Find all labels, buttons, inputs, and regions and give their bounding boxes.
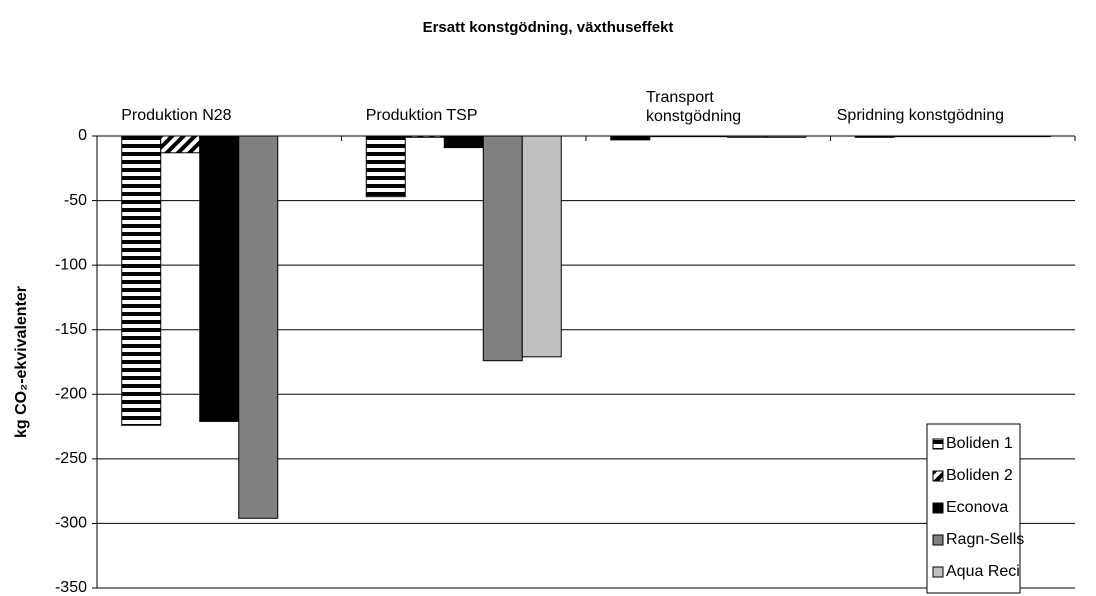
legend-label: Boliden 1 bbox=[946, 435, 1013, 452]
category-label: Transport konstgödning bbox=[646, 89, 742, 125]
legend-label: Boliden 2 bbox=[946, 467, 1013, 484]
legend-swatch bbox=[932, 502, 944, 514]
y-tick-label: -300 bbox=[55, 515, 87, 532]
bar bbox=[199, 135, 240, 422]
category-label: Produktion TSP bbox=[365, 107, 478, 124]
legend-swatch bbox=[932, 438, 944, 450]
y-tick-label: -100 bbox=[55, 256, 87, 273]
bar bbox=[238, 135, 279, 519]
bar bbox=[482, 135, 523, 362]
y-axis-label: kg CO₂-ekvivalenter bbox=[13, 286, 30, 438]
legend-swatch bbox=[932, 566, 944, 578]
y-tick-label: -50 bbox=[64, 192, 87, 209]
legend-label: Econova bbox=[946, 499, 1008, 516]
y-tick-label: -350 bbox=[55, 579, 87, 596]
y-tick-label: -150 bbox=[55, 321, 87, 338]
bar bbox=[160, 135, 201, 154]
bar bbox=[365, 135, 406, 198]
bar bbox=[521, 135, 562, 358]
legend-label: Ragn-Sells bbox=[946, 531, 1024, 548]
category-label: Produktion N28 bbox=[121, 107, 232, 124]
bar bbox=[610, 135, 651, 141]
chart-title: Ersatt konstgödning, växthuseffekt bbox=[423, 19, 674, 36]
category-label: Spridning konstgödning bbox=[836, 107, 1004, 124]
legend-label: Aqua Reci bbox=[946, 563, 1020, 580]
y-tick-label: 0 bbox=[78, 127, 87, 144]
bar bbox=[443, 135, 484, 149]
y-tick-label: -250 bbox=[55, 450, 87, 467]
y-tick-label: -200 bbox=[55, 386, 87, 403]
legend-swatch bbox=[932, 470, 944, 482]
legend-swatch bbox=[932, 534, 944, 546]
bar bbox=[121, 135, 162, 426]
